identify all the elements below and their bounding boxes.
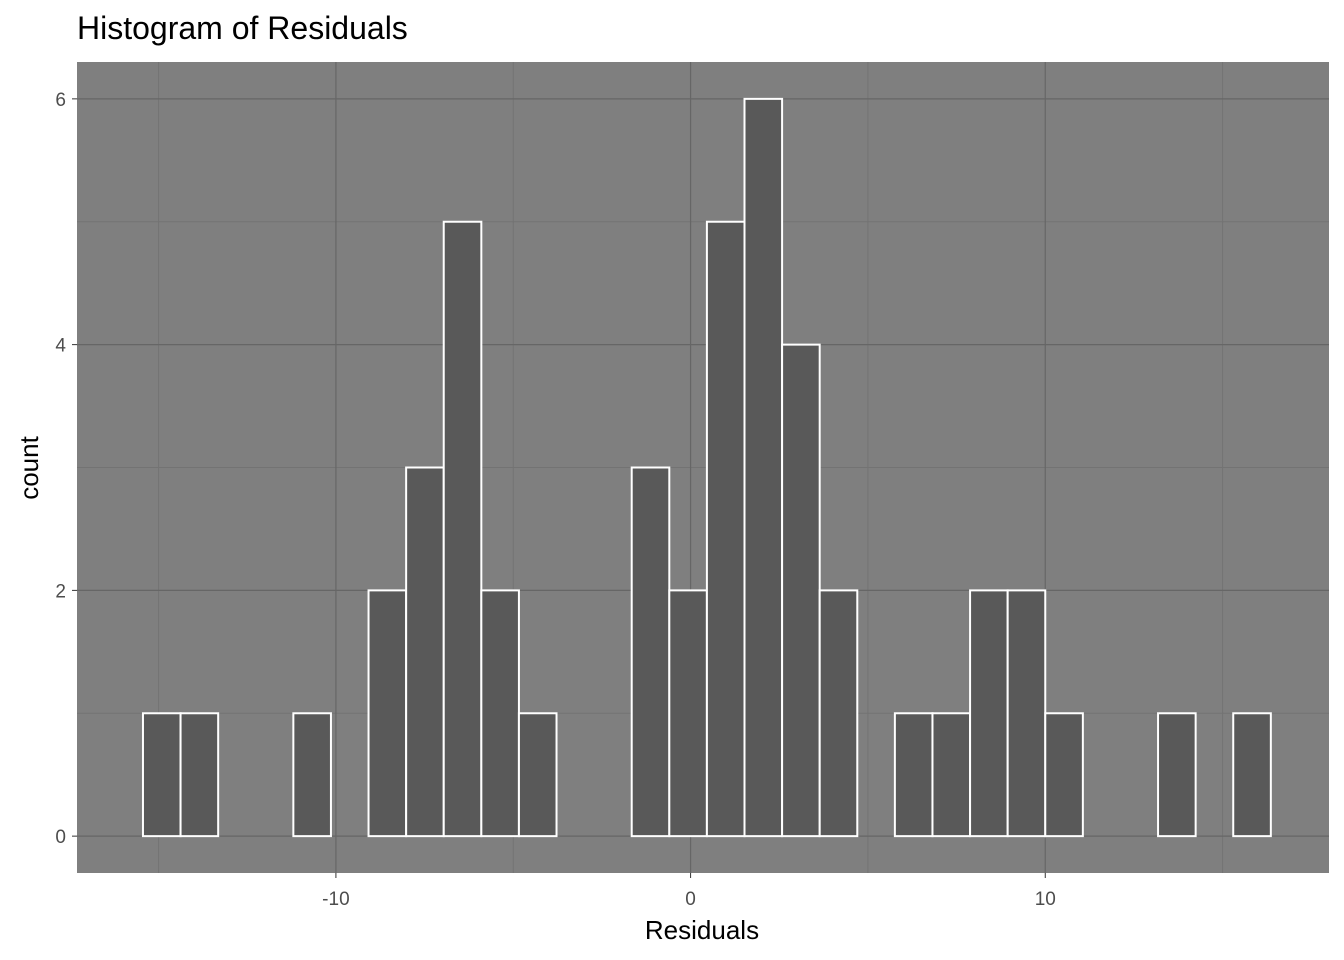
histogram-bars (141, 97, 1272, 838)
histogram-bar (517, 712, 558, 838)
histogram-bar (141, 712, 182, 838)
histogram-bar (1044, 712, 1084, 838)
histogram-bar (931, 712, 972, 838)
histogram-bar (969, 589, 1009, 838)
y-axis-title: count (14, 435, 44, 499)
y-axis-ticks: 0 2 4 6 (55, 90, 77, 848)
x-tick-label: 0 (685, 889, 696, 910)
histogram-bar (818, 589, 859, 838)
x-tick-label: 10 (1035, 889, 1056, 910)
histogram-bar (405, 466, 445, 838)
x-axis-ticks: -10 0 10 (322, 873, 1056, 910)
histogram-bar (1232, 712, 1272, 838)
histogram-bar (367, 589, 408, 838)
histogram-bar (292, 712, 332, 838)
histogram-bar (1157, 712, 1197, 838)
x-tick-label: -10 (322, 889, 349, 910)
y-tick-label: 2 (55, 581, 66, 602)
histogram-bar (480, 589, 520, 838)
histogram-bar (179, 712, 220, 838)
x-axis-title: Residuals (645, 915, 759, 945)
histogram-bar (893, 712, 934, 838)
chart-title: Histogram of Residuals (77, 10, 408, 46)
y-tick-label: 6 (55, 90, 66, 111)
histogram-bar (781, 343, 821, 838)
histogram-bar (442, 220, 483, 838)
y-tick-label: 4 (55, 336, 66, 357)
histogram-bar (630, 466, 671, 838)
histogram-bar (705, 220, 746, 838)
y-tick-label: 0 (55, 827, 66, 848)
histogram-bar (668, 589, 708, 838)
histogram-bar (743, 97, 784, 838)
histogram-bar (1006, 589, 1047, 838)
